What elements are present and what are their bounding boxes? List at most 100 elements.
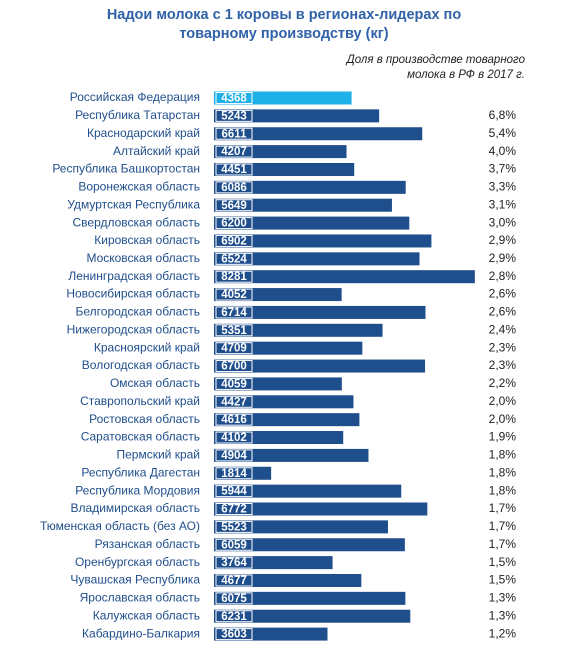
bar: [214, 502, 428, 516]
bar: [214, 270, 475, 284]
column-header: молока в РФ в 2017 г.: [407, 69, 525, 81]
category-label: Нижегородская область: [67, 322, 200, 336]
share-label: 2,4%: [489, 322, 517, 336]
value-box: [215, 628, 253, 641]
share-label: 2,3%: [489, 358, 517, 372]
value-label: 4677: [221, 575, 247, 587]
category-label: Российская Федерация: [70, 90, 200, 104]
bar: [214, 109, 380, 123]
category-label: Пермский край: [116, 448, 200, 462]
category-label: Ленинградская область: [68, 269, 200, 283]
value-box: [215, 431, 253, 444]
category-label: Чувашская Республика: [70, 573, 200, 587]
value-label: 4904: [221, 450, 247, 462]
category-label: Ярославская область: [80, 591, 200, 605]
bar: [214, 609, 411, 623]
value-box: [215, 342, 253, 355]
bar: [214, 573, 362, 587]
value-box: [215, 324, 253, 337]
value-box: [215, 217, 253, 230]
bar: [214, 180, 406, 194]
share-label: 1,3%: [489, 608, 517, 622]
category-label: Новосибирская область: [66, 287, 200, 301]
value-box: [215, 145, 253, 158]
category-label: Тюменская область (без АО): [40, 519, 200, 533]
value-box: [215, 127, 253, 140]
category-label: Республика Татарстан: [75, 108, 200, 122]
share-label: 6,8%: [489, 108, 517, 122]
share-label: 1,5%: [489, 573, 517, 587]
value-box: [215, 413, 253, 426]
share-label: 1,8%: [489, 483, 517, 497]
value-box: [215, 503, 253, 516]
value-box: [215, 485, 253, 498]
share-label: 1,8%: [489, 448, 517, 462]
bar: [214, 538, 405, 552]
value-label: 6902: [221, 235, 247, 247]
bar: [214, 162, 355, 176]
share-label: 2,9%: [489, 233, 517, 247]
value-box: [215, 163, 253, 176]
column-header: Доля в производстве товарного: [345, 54, 526, 66]
share-label: 1,7%: [489, 519, 517, 533]
category-label: Воронежская область: [78, 180, 200, 194]
value-label: 8281: [221, 271, 247, 283]
value-label: 4102: [221, 432, 247, 444]
category-label: Республика Мордовия: [75, 483, 200, 497]
value-label: 3603: [221, 629, 247, 641]
value-box: [215, 92, 253, 104]
bar: [214, 252, 420, 266]
category-label: Красноярский край: [94, 340, 200, 354]
value-label: 6200: [221, 218, 247, 230]
value-label: 6611: [222, 128, 248, 140]
value-box: [215, 538, 253, 551]
bar: [214, 484, 402, 498]
category-label: Кабардино-Балкария: [82, 626, 200, 640]
bar: [214, 466, 272, 480]
bar: [214, 234, 432, 248]
value-box: [215, 520, 253, 533]
share-label: 3,1%: [489, 197, 517, 211]
value-label: 5523: [221, 521, 247, 533]
share-label: 3,3%: [489, 180, 517, 194]
share-label: 5,4%: [489, 126, 517, 140]
share-label: 3,7%: [489, 162, 517, 176]
category-label: Краснодарский край: [87, 126, 200, 140]
category-label: Республика Башкортостан: [52, 162, 200, 176]
share-label: 4,0%: [489, 144, 517, 158]
value-box: [215, 109, 253, 122]
category-label: Омская область: [110, 376, 200, 390]
category-label: Владимирская область: [71, 501, 200, 515]
value-label: 1814: [221, 468, 247, 480]
share-label: 2,9%: [489, 251, 517, 265]
category-label: Калужская область: [93, 608, 200, 622]
share-label: 3,0%: [489, 215, 517, 229]
value-label: 6059: [221, 539, 247, 551]
share-label: 2,6%: [489, 305, 517, 319]
value-label: 4709: [221, 343, 247, 355]
value-box: [215, 395, 253, 408]
category-label: Оренбургская область: [75, 555, 200, 569]
bar: [214, 359, 426, 373]
value-label: 6231: [221, 611, 247, 623]
value-box: [215, 467, 253, 480]
value-box: [215, 592, 253, 605]
value-label: 6714: [221, 307, 247, 319]
value-box: [215, 181, 253, 194]
bar: [214, 377, 342, 391]
value-label: 4207: [221, 146, 247, 158]
value-label: 6772: [221, 504, 247, 516]
chart-title: Надои молока с 1 коровы в регионах-лидер…: [107, 7, 462, 23]
value-box: [215, 449, 253, 462]
category-label: Свердловская область: [73, 215, 200, 229]
bar: [214, 216, 410, 230]
category-label: Удмуртская Республика: [67, 197, 200, 211]
value-box: [215, 288, 253, 301]
share-label: 1,9%: [489, 430, 517, 444]
value-label: 4059: [221, 378, 247, 390]
share-label: 2,3%: [489, 340, 517, 354]
bar: [214, 323, 383, 337]
share-label: 1,8%: [489, 465, 517, 479]
value-label: 6524: [221, 253, 247, 265]
